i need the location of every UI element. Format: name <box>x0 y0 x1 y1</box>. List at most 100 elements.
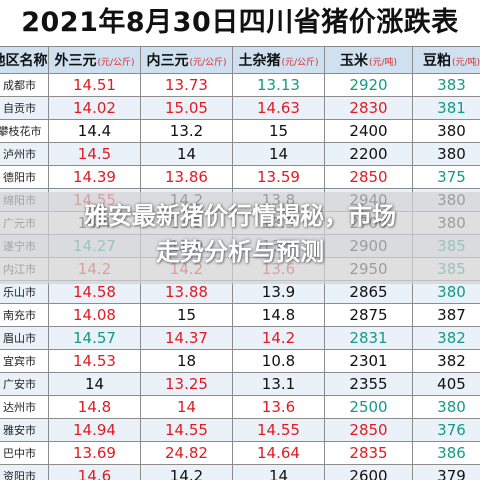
cell-city: 达州市 <box>0 395 49 419</box>
cell-outer-ternary: 14.8 <box>48 395 141 419</box>
cell-inner-ternary: 15.05 <box>140 96 233 120</box>
cell-mixed-pig: 15 <box>232 119 325 143</box>
table-row: 自贡市 14.02 15.05 14.63 2830 381 <box>0 96 480 120</box>
cell-city: 泸州市 <box>0 142 49 166</box>
cell-soybean-meal: 383 <box>412 73 480 97</box>
cell-soybean-meal: 380 <box>412 142 480 166</box>
cell-inner-ternary: 14 <box>140 395 233 419</box>
cell-soybean-meal: 386 <box>412 441 480 465</box>
overlay-headline-line1: 雅安最新猪价行情揭秘，市场 <box>84 202 396 230</box>
header-mixed-pig: 土杂猪(元/公斤) <box>232 46 325 74</box>
cell-mixed-pig: 13.59 <box>232 165 325 189</box>
cell-city: 眉山市 <box>0 326 49 350</box>
cell-soybean-meal: 380 <box>412 395 480 419</box>
overlay-headline: 雅安最新猪价行情揭秘，市场 走势分析与预测 <box>0 198 480 270</box>
cell-corn: 2301 <box>324 349 413 373</box>
cell-soybean-meal: 380 <box>412 280 480 304</box>
cell-mixed-pig: 13.1 <box>232 372 325 396</box>
cell-city: 德阳市 <box>0 165 49 189</box>
cell-mixed-pig: 14.64 <box>232 441 325 465</box>
cell-outer-ternary: 14.57 <box>48 326 141 350</box>
header-corn: 玉米(元/吨) <box>324 46 413 74</box>
cell-corn: 2200 <box>324 142 413 166</box>
cell-inner-ternary: 14.37 <box>140 326 233 350</box>
cell-inner-ternary: 14 <box>140 142 233 166</box>
cell-city: 雅安市 <box>0 418 49 442</box>
cell-mixed-pig: 14 <box>232 464 325 480</box>
cell-corn: 2835 <box>324 441 413 465</box>
cell-mixed-pig: 13.6 <box>232 395 325 419</box>
overlay-headline-line2: 走势分析与预测 <box>156 238 324 266</box>
cell-soybean-meal: 380 <box>412 119 480 143</box>
table-row: 德阳市 14.39 13.86 13.59 2850 375 <box>0 165 480 189</box>
table-row: 眉山市 14.57 14.37 14.2 2831 382 <box>0 326 480 350</box>
cell-soybean-meal: 376 <box>412 418 480 442</box>
table-row: 巴中市 13.69 24.82 14.64 2835 386 <box>0 441 480 465</box>
cell-outer-ternary: 14.39 <box>48 165 141 189</box>
cell-inner-ternary: 13.88 <box>140 280 233 304</box>
overlay-band <box>0 192 480 284</box>
table-row: 广安市 14 13.25 13.1 2355 405 <box>0 372 480 396</box>
cell-outer-ternary: 14.5 <box>48 142 141 166</box>
table-row: 泸州市 14.5 14 14 2200 380 <box>0 142 480 166</box>
cell-mixed-pig: 14 <box>232 142 325 166</box>
cell-corn: 2400 <box>324 119 413 143</box>
table-row: 攀枝花市 14.4 13.2 15 2400 380 <box>0 119 480 143</box>
cell-corn: 2355 <box>324 372 413 396</box>
table-row: 雅安市 14.94 14.55 14.55 2850 376 <box>0 418 480 442</box>
cell-city: 资阳市 <box>0 464 49 480</box>
cell-soybean-meal: 382 <box>412 326 480 350</box>
cell-corn: 2850 <box>324 165 413 189</box>
cell-inner-ternary: 13.25 <box>140 372 233 396</box>
cell-outer-ternary: 14.02 <box>48 96 141 120</box>
cell-soybean-meal: 381 <box>412 96 480 120</box>
cell-corn: 2600 <box>324 464 413 480</box>
cell-inner-ternary: 18 <box>140 349 233 373</box>
cell-outer-ternary: 14 <box>48 372 141 396</box>
cell-corn: 2850 <box>324 418 413 442</box>
header-outer-ternary: 外三元(元/公斤) <box>48 46 141 74</box>
cell-corn: 2831 <box>324 326 413 350</box>
cell-city: 巴中市 <box>0 441 49 465</box>
cell-corn: 2830 <box>324 96 413 120</box>
header-inner-ternary: 内三元(元/公斤) <box>140 46 233 74</box>
cell-city: 南充市 <box>0 303 49 327</box>
cell-soybean-meal: 379 <box>412 464 480 480</box>
cell-soybean-meal: 387 <box>412 303 480 327</box>
cell-inner-ternary: 13.73 <box>140 73 233 97</box>
cell-city: 自贡市 <box>0 96 49 120</box>
cell-corn: 2500 <box>324 395 413 419</box>
cell-soybean-meal: 405 <box>412 372 480 396</box>
cell-outer-ternary: 14.51 <box>48 73 141 97</box>
cell-outer-ternary: 14.94 <box>48 418 141 442</box>
cell-corn: 2875 <box>324 303 413 327</box>
cell-outer-ternary: 13.69 <box>48 441 141 465</box>
cell-city: 攀枝花市 <box>0 119 49 143</box>
page-title: 2021年8月30日四川省猪价涨跌表 <box>0 0 480 46</box>
table-row: 宜宾市 14.53 18 10.8 2301 382 <box>0 349 480 373</box>
cell-inner-ternary: 13.86 <box>140 165 233 189</box>
cell-mixed-pig: 14.2 <box>232 326 325 350</box>
cell-city: 成都市 <box>0 73 49 97</box>
table-row: 成都市 14.51 13.73 13.13 2920 383 <box>0 73 480 97</box>
table-header-row: 地区名称 外三元(元/公斤) 内三元(元/公斤) 土杂猪(元/公斤) 玉米(元/… <box>0 46 480 74</box>
header-soybean-meal: 豆粕(元/吨) <box>412 46 480 74</box>
cell-outer-ternary: 14.08 <box>48 303 141 327</box>
cell-inner-ternary: 15 <box>140 303 233 327</box>
cell-outer-ternary: 14.6 <box>48 464 141 480</box>
cell-soybean-meal: 382 <box>412 349 480 373</box>
cell-inner-ternary: 13.2 <box>140 119 233 143</box>
cell-outer-ternary: 14.53 <box>48 349 141 373</box>
cell-mixed-pig: 14.55 <box>232 418 325 442</box>
cell-mixed-pig: 14.8 <box>232 303 325 327</box>
cell-city: 乐山市 <box>0 280 49 304</box>
cell-corn: 2920 <box>324 73 413 97</box>
header-region: 地区名称 <box>0 46 49 74</box>
cell-inner-ternary: 24.82 <box>140 441 233 465</box>
cell-mixed-pig: 10.8 <box>232 349 325 373</box>
table-row: 达州市 14.8 14 13.6 2500 380 <box>0 395 480 419</box>
cell-city: 宜宾市 <box>0 349 49 373</box>
table-row: 资阳市 14.6 14.2 14 2600 379 <box>0 464 480 480</box>
cell-soybean-meal: 375 <box>412 165 480 189</box>
cell-mixed-pig: 13.13 <box>232 73 325 97</box>
